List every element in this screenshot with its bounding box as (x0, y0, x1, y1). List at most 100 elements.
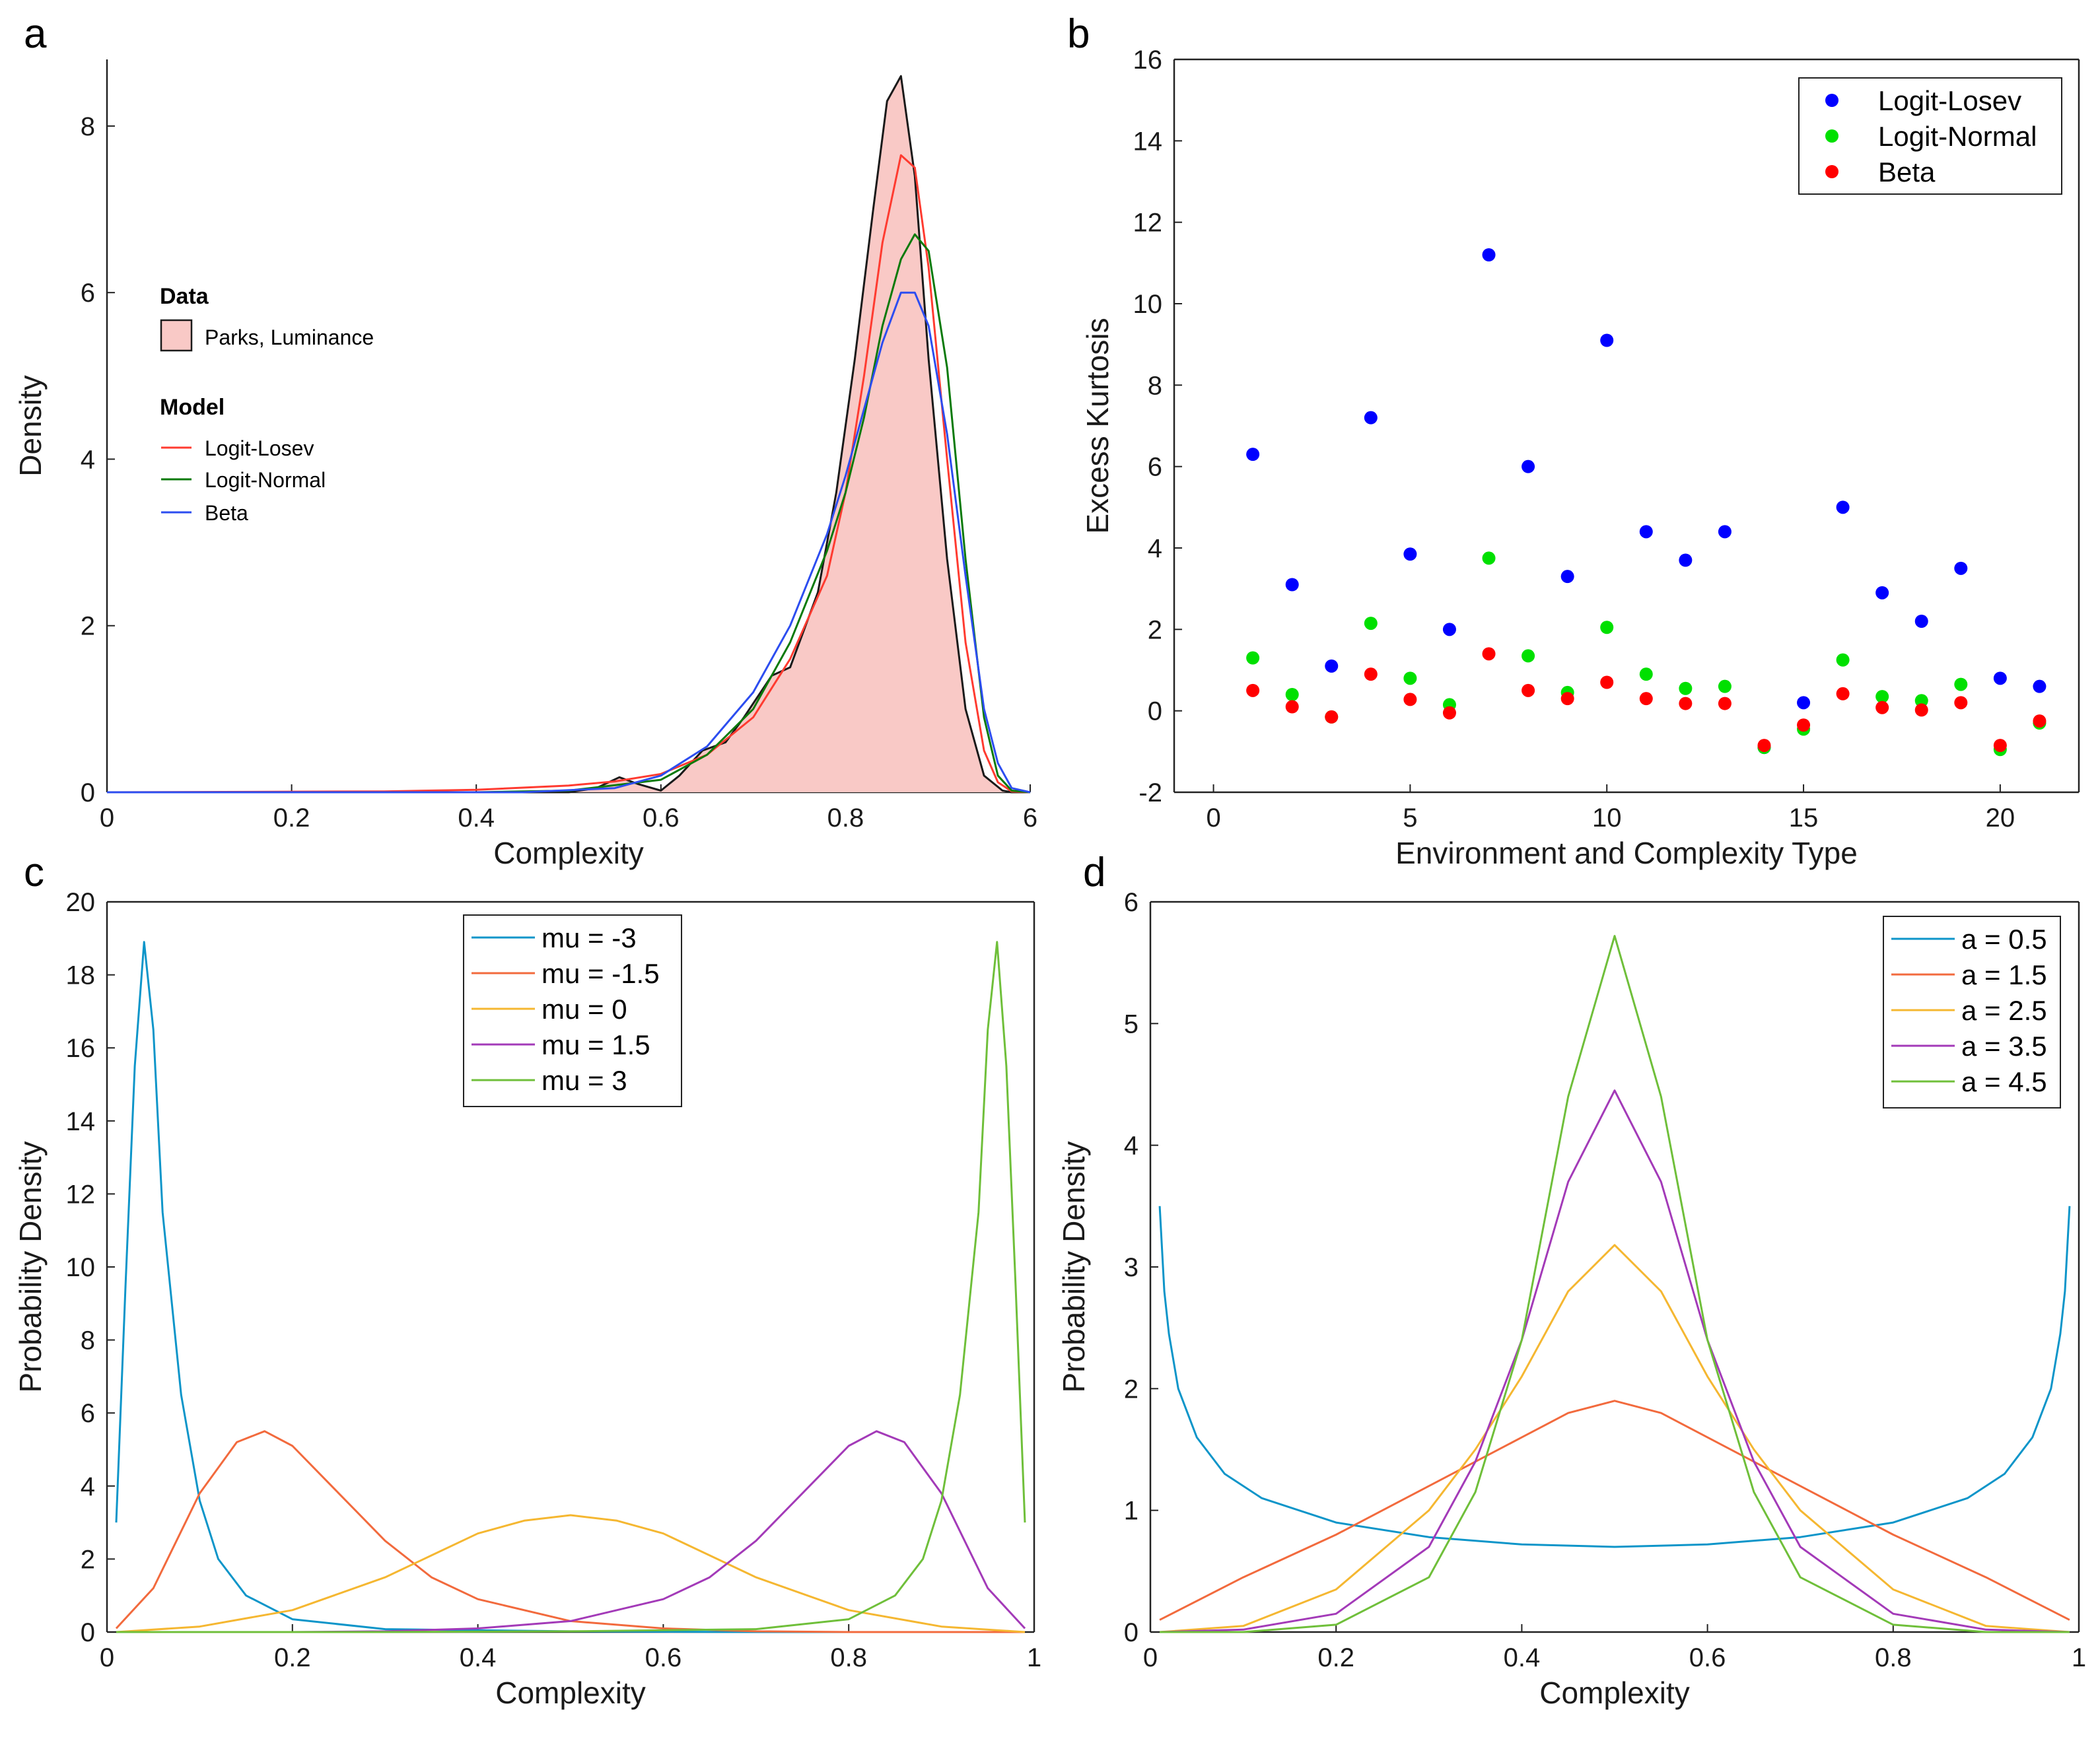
legend-label: mu = 1.5 (542, 1029, 650, 1060)
area-parks-luminance (107, 76, 1030, 793)
scatter-point-logit-normal (1954, 677, 1968, 691)
scatter-point-logit-losev (1364, 411, 1378, 425)
scatter-point-beta (1600, 675, 1614, 689)
panel-letter-c: c (24, 850, 44, 895)
y-tick-label: 2 (81, 612, 95, 641)
scatter-point-logit-normal (1914, 694, 1928, 708)
scatter-point-beta (1442, 706, 1456, 720)
data-line-parks-luminance (107, 75, 1030, 794)
legend-label: mu = 3 (542, 1065, 627, 1096)
panel-c-chart: 0 0.2 0.4 0.6 0.8 102468101214161820Complexit… (13, 888, 1041, 1710)
scatter-point-logit-losev (1914, 615, 1928, 628)
scatter-point-beta (2033, 714, 2047, 728)
legend-marker (1825, 165, 1838, 178)
scatter-point-logit-losev (1285, 578, 1299, 592)
x-tick-label: 0.6 (645, 1643, 682, 1672)
y-tick-label: 8 (81, 112, 95, 141)
x-axis-label: Complexity (495, 1676, 646, 1710)
x-tick-label: 0.2 (274, 1643, 311, 1672)
y-tick-label: 20 (66, 888, 96, 917)
x-axis-label: Complexity (1539, 1676, 1690, 1710)
x-tick-label: 0.4 (1504, 1643, 1541, 1672)
x-axis-label: Complexity (493, 836, 644, 870)
x-tick-label: 0.2 (1317, 1643, 1354, 1672)
y-tick-label: 6 (1124, 888, 1138, 917)
scatter-point-logit-normal (1836, 653, 1850, 667)
y-tick-label: 5 (1124, 1009, 1138, 1039)
legend-box (1798, 77, 2062, 195)
scatter-point-logit-normal (1679, 681, 1693, 695)
scatter-point-logit-losev (1246, 448, 1260, 461)
scatter-point-logit-losev (1442, 623, 1456, 636)
scatter-point-logit-normal (1875, 690, 1889, 704)
y-tick-label: 4 (1148, 534, 1162, 563)
legend-a-data-title: Data (160, 284, 209, 309)
series-line-mu-0 (116, 1514, 1026, 1633)
scatter-point-logit-losev (1325, 659, 1339, 673)
scatter-point-beta (1718, 697, 1732, 710)
y-tick-label: 6 (81, 279, 95, 308)
scatter-point-logit-losev (1482, 248, 1496, 261)
legend-label: mu = -3 (542, 922, 637, 953)
legend-marker (1825, 129, 1838, 143)
panel-letter-b: b (1067, 11, 1090, 57)
scatter-point-logit-losev (1600, 333, 1614, 347)
legend-label: a = 4.5 (1961, 1066, 2047, 1097)
x-tick-label: 0 (1206, 803, 1220, 833)
y-tick-label: 6 (1148, 453, 1162, 482)
legend-a-model-title: Model (160, 395, 225, 420)
x-tick-label: 0.8 (827, 803, 864, 833)
legend-label: a = 0.5 (1961, 924, 2047, 955)
scatter-point-beta (1836, 687, 1850, 700)
y-tick-label: 12 (66, 1180, 96, 1209)
y-tick-label: 12 (1133, 209, 1163, 238)
x-tick-label: 15 (1789, 803, 1819, 833)
y-tick-label: 2 (1124, 1375, 1138, 1404)
y-tick-label: 2 (81, 1545, 95, 1574)
legend-label: a = 3.5 (1961, 1031, 2047, 1062)
legend-a: Data Parks, Luminance Model Logit-Losev … (160, 284, 374, 525)
y-tick-label: 0 (81, 778, 95, 807)
series-line-mu-3 (116, 941, 1026, 1633)
series-line-a-0-5 (1158, 1206, 2071, 1548)
series-line-beta (107, 291, 1031, 794)
y-tick-label: 18 (66, 961, 96, 990)
legend-label: mu = 0 (542, 994, 627, 1025)
y-tick-label: 4 (81, 1472, 95, 1501)
scatter-point-beta (1364, 667, 1378, 681)
legend-label: a = 2.5 (1961, 995, 2047, 1026)
y-tick-label: 14 (66, 1107, 96, 1136)
scatter-point-logit-normal (1246, 651, 1260, 665)
y-tick-label: 8 (1148, 371, 1162, 400)
legend-marker (1825, 94, 1838, 107)
legend-a-data-label: Parks, Luminance (205, 325, 374, 349)
panel-letter-d: d (1083, 850, 1105, 895)
y-tick-label: 0 (1148, 697, 1162, 726)
y-axis-label: Probability Density (13, 1142, 48, 1393)
scatter-point-beta (1246, 683, 1260, 697)
x-tick-label: 0.4 (458, 803, 495, 833)
scatter-point-logit-normal (1639, 667, 1653, 681)
scatter-point-beta (1679, 697, 1693, 710)
x-axis-label: Environment and Complexity Type (1395, 836, 1858, 870)
x-tick-label: 6 (1023, 803, 1037, 833)
scatter-point-logit-normal (1403, 671, 1417, 685)
series-line-a-1-5 (1159, 1400, 2070, 1621)
legend-label: Logit-Normal (1878, 121, 2037, 152)
panel-letter-a: a (24, 11, 47, 57)
scatter-point-beta (1797, 718, 1811, 732)
scatter-point-logit-losev (1522, 460, 1535, 473)
scatter-point-logit-losev (1875, 586, 1889, 599)
scatter-point-logit-losev (1403, 547, 1417, 561)
series-line-mu-1-5 (116, 1430, 1026, 1633)
scatter-point-beta (1325, 710, 1339, 724)
scatter-point-logit-losev (1679, 553, 1693, 567)
scatter-point-logit-losev (1836, 500, 1850, 514)
x-tick-label: 0.2 (273, 803, 310, 833)
x-tick-label: 0.8 (830, 1643, 867, 1672)
scatter-point-beta (1914, 703, 1928, 717)
x-tick-label: 0 (1143, 1643, 1158, 1672)
scatter-point-beta (1285, 700, 1299, 714)
y-tick-label: 4 (1124, 1132, 1138, 1161)
